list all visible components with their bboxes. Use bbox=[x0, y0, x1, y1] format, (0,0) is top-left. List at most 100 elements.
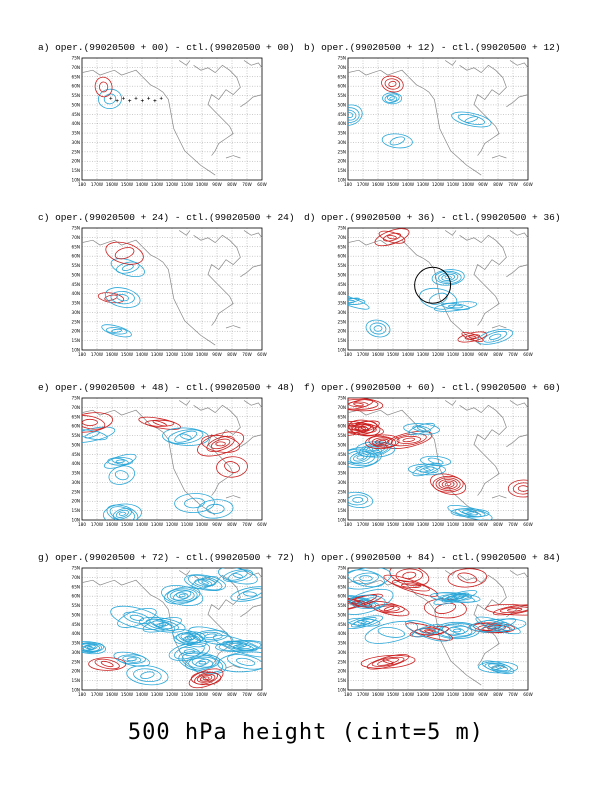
lon-tick-label: 60W bbox=[257, 352, 266, 357]
lat-tick-label: 30N bbox=[72, 480, 80, 485]
negative-height-contour bbox=[348, 494, 369, 506]
lat-tick-label: 50N bbox=[72, 102, 80, 107]
negative-height-contour bbox=[457, 114, 485, 125]
lon-tick-label: 110W bbox=[181, 522, 193, 527]
coastline bbox=[459, 64, 507, 105]
positive-height-contour bbox=[353, 402, 364, 407]
contour-group bbox=[348, 398, 528, 520]
lat-tick-label: 25N bbox=[338, 659, 346, 664]
coastline bbox=[428, 601, 482, 686]
negative-height-contour bbox=[201, 580, 209, 585]
lon-tick-label: 160W bbox=[372, 352, 384, 357]
negative-height-contour bbox=[386, 95, 398, 102]
lat-tick-label: 60N bbox=[338, 254, 346, 259]
lon-tick-label: 140W bbox=[136, 182, 148, 187]
lon-tick-label: 150W bbox=[121, 522, 133, 527]
coastline bbox=[428, 91, 482, 176]
contour-group bbox=[94, 76, 163, 110]
negative-height-contour bbox=[359, 575, 373, 582]
negative-height-contour bbox=[82, 641, 107, 655]
positive-height-contour bbox=[499, 606, 528, 614]
negative-height-contour bbox=[158, 623, 166, 627]
map-panel-f: f) oper.(99020500 + 60) - ctl.(99020500 … bbox=[304, 382, 561, 527]
positive-height-contour bbox=[401, 583, 421, 588]
lon-tick-label: 150W bbox=[387, 182, 399, 187]
negative-height-contour bbox=[82, 642, 102, 653]
coastline bbox=[179, 400, 191, 406]
coastline bbox=[179, 60, 191, 66]
positive-height-contour bbox=[444, 482, 452, 487]
contour-group bbox=[82, 412, 248, 520]
positive-height-contour bbox=[348, 423, 377, 434]
observation-mark bbox=[153, 99, 157, 103]
map-panel-h: h) oper.(99020500 + 84) - ctl.(99020500 … bbox=[304, 552, 561, 697]
negative-height-contour bbox=[179, 433, 192, 440]
lat-tick-label: 65N bbox=[72, 414, 80, 419]
positive-height-contour bbox=[215, 441, 226, 447]
lat-tick-label: 35N bbox=[338, 641, 346, 646]
negative-height-contour bbox=[348, 292, 370, 310]
map-panel-b: b) oper.(99020500 + 12) - ctl.(99020500 … bbox=[304, 42, 561, 187]
negative-height-contour bbox=[481, 660, 515, 675]
lon-tick-label: 130W bbox=[151, 182, 163, 187]
lon-tick-label: 100W bbox=[462, 352, 474, 357]
coastline bbox=[347, 239, 430, 263]
lon-tick-label: 180 bbox=[78, 692, 86, 697]
lon-tick-label: 80W bbox=[227, 522, 236, 527]
positive-height-contour bbox=[374, 228, 410, 247]
coastline bbox=[81, 579, 164, 603]
lat-tick-label: 50N bbox=[338, 272, 346, 277]
lat-tick-label: 25N bbox=[72, 319, 80, 324]
lon-tick-label: 140W bbox=[136, 352, 148, 357]
coastline bbox=[193, 404, 241, 445]
lat-tick-label: 75N bbox=[72, 566, 80, 571]
positive-height-contour bbox=[402, 571, 417, 580]
lon-tick-label: 150W bbox=[121, 182, 133, 187]
lon-tick-label: 70W bbox=[242, 182, 251, 187]
positive-height-contour bbox=[384, 78, 401, 90]
lon-tick-label: 150W bbox=[121, 692, 133, 697]
negative-height-contour bbox=[484, 662, 512, 672]
negative-height-contour bbox=[403, 423, 440, 435]
positive-height-contour bbox=[348, 423, 373, 433]
lon-tick-label: 90W bbox=[478, 522, 487, 527]
positive-height-contour bbox=[435, 477, 461, 491]
positive-height-contour bbox=[98, 81, 109, 93]
lon-tick-label: 60W bbox=[257, 522, 266, 527]
positive-height-contour bbox=[457, 572, 478, 584]
negative-height-contour bbox=[420, 455, 452, 467]
lat-tick-label: 25N bbox=[338, 149, 346, 154]
map-panel-c: c) oper.(99020500 + 24) - ctl.(99020500 … bbox=[38, 212, 295, 357]
positive-height-contour bbox=[485, 604, 528, 616]
positive-height-contour bbox=[348, 597, 373, 608]
lon-tick-label: 110W bbox=[447, 522, 459, 527]
positive-height-contour bbox=[461, 331, 484, 343]
lat-tick-label: 20N bbox=[338, 159, 346, 164]
negative-height-contour bbox=[186, 636, 193, 640]
positive-height-contour bbox=[507, 479, 528, 498]
negative-height-contour bbox=[228, 570, 248, 581]
lon-tick-label: 170W bbox=[91, 692, 103, 697]
lat-tick-label: 75N bbox=[338, 226, 346, 231]
coastline bbox=[473, 274, 500, 326]
negative-height-contour bbox=[236, 657, 256, 666]
map-panel-d: d) oper.(99020500 + 36) - ctl.(99020500 … bbox=[304, 212, 561, 357]
coastline bbox=[491, 495, 507, 499]
lat-tick-label: 20N bbox=[338, 669, 346, 674]
coastline bbox=[459, 404, 507, 445]
coastline bbox=[179, 570, 191, 576]
coastline bbox=[428, 431, 482, 516]
coastline bbox=[506, 94, 529, 108]
lon-tick-label: 70W bbox=[508, 352, 517, 357]
negative-height-contour bbox=[441, 624, 473, 637]
coastline bbox=[240, 434, 263, 448]
lon-tick-label: 80W bbox=[227, 182, 236, 187]
lon-tick-label: 110W bbox=[447, 352, 459, 357]
lon-tick-label: 120W bbox=[166, 182, 178, 187]
positive-height-contour bbox=[388, 80, 397, 88]
contour-group bbox=[97, 241, 145, 338]
negative-height-contour bbox=[82, 643, 100, 652]
negative-height-contour bbox=[111, 457, 129, 465]
negative-height-contour bbox=[462, 510, 478, 516]
lon-tick-label: 60W bbox=[257, 182, 266, 187]
